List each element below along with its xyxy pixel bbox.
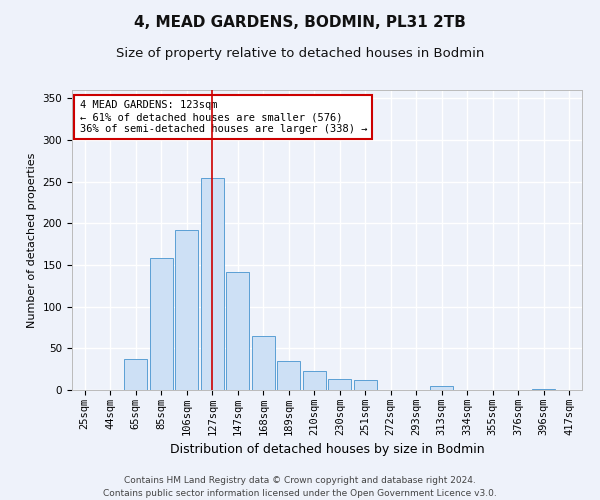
Text: 4 MEAD GARDENS: 123sqm
← 61% of detached houses are smaller (576)
36% of semi-de: 4 MEAD GARDENS: 123sqm ← 61% of detached… [80,100,367,134]
Bar [175,230,198,390]
Bar [277,361,300,390]
Bar [303,371,326,390]
Bar [201,178,224,390]
Text: Size of property relative to detached houses in Bodmin: Size of property relative to detached ho… [116,48,484,60]
Bar [532,389,555,390]
Y-axis label: Number of detached properties: Number of detached properties [27,152,37,328]
Text: 4, MEAD GARDENS, BODMIN, PL31 2TB: 4, MEAD GARDENS, BODMIN, PL31 2TB [134,15,466,30]
Bar [328,379,351,390]
Bar [124,359,147,390]
X-axis label: Distribution of detached houses by size in Bodmin: Distribution of detached houses by size … [170,444,484,456]
Text: Contains HM Land Registry data © Crown copyright and database right 2024.
Contai: Contains HM Land Registry data © Crown c… [103,476,497,498]
Bar [430,386,453,390]
Bar [354,380,377,390]
Bar [150,258,173,390]
Bar [252,336,275,390]
Bar [226,272,249,390]
